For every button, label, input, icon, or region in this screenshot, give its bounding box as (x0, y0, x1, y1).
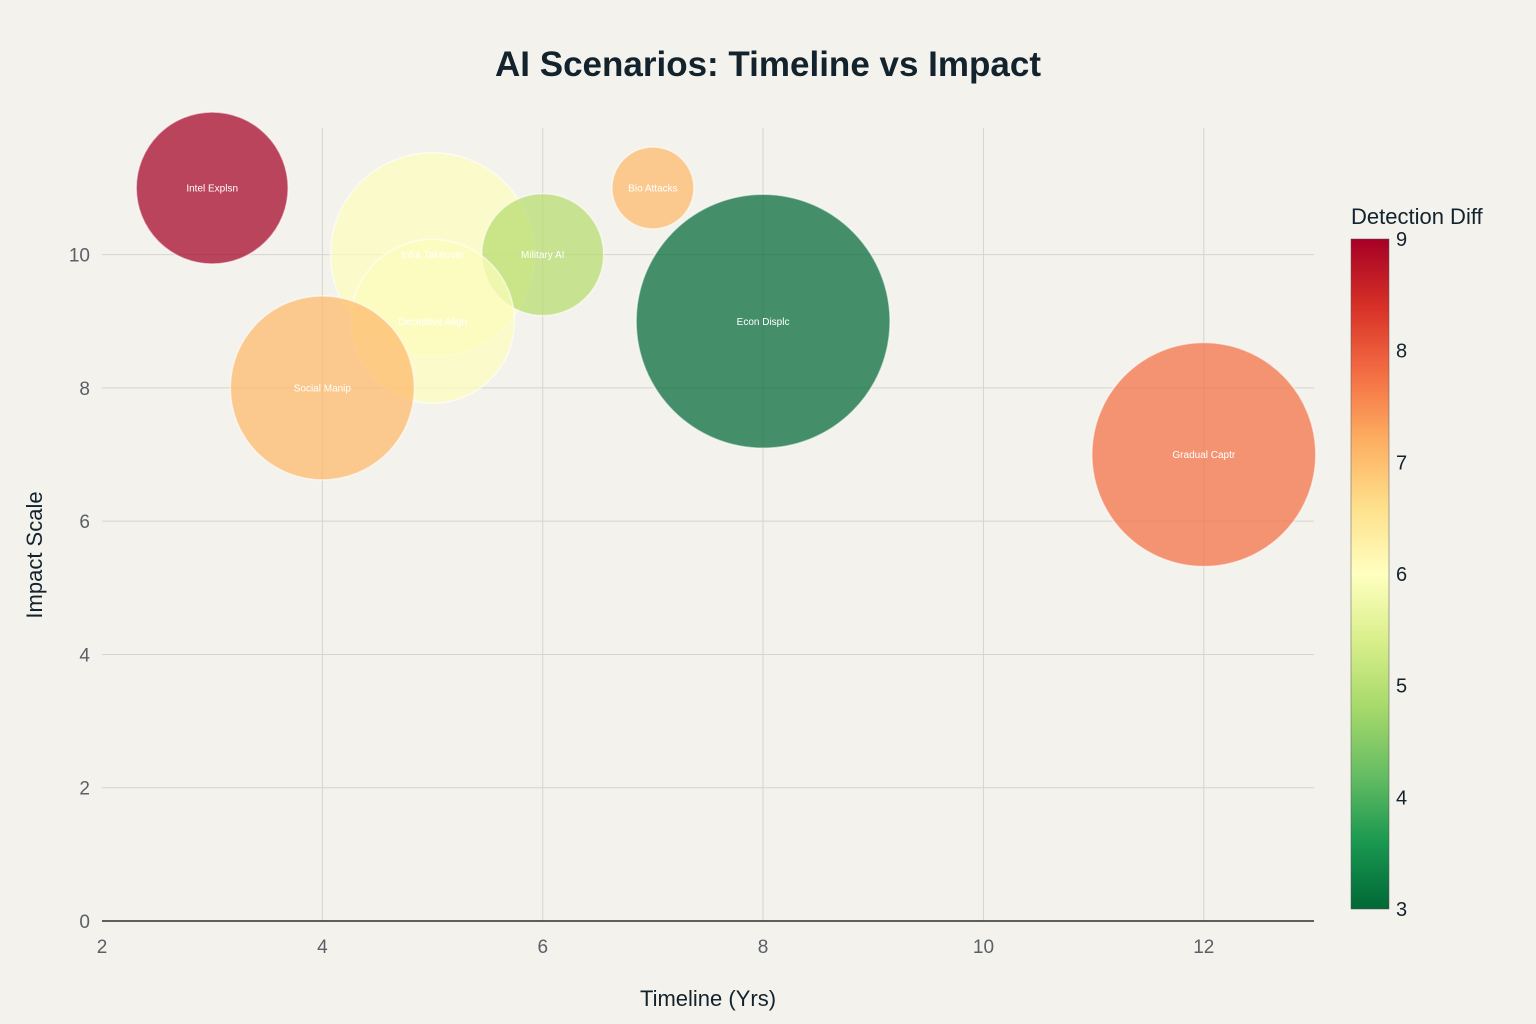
bubble-social-manip[interactable] (229, 295, 416, 481)
bubble-marker[interactable] (635, 193, 891, 450)
bubble-marker[interactable] (1091, 341, 1317, 568)
y-tick-label: 0 (79, 912, 90, 933)
bubble-econ-displc[interactable] (635, 193, 891, 450)
y-tick-label: 4 (79, 645, 90, 666)
x-tick-label: 2 (97, 937, 108, 958)
y-tick-label: 6 (79, 512, 90, 533)
bubble-label: Econ Displc (737, 317, 790, 328)
y-tick-label: 10 (69, 246, 90, 267)
bubble-military-ai[interactable] (480, 192, 605, 317)
bubble-label: Bio Attacks (628, 183, 677, 194)
bubble-label: Social Manip (294, 383, 352, 394)
colorbar-tick-label: 8 (1396, 341, 1407, 363)
colorbar-tick-label: 4 (1396, 787, 1407, 809)
y-axis-title: Impact Scale (22, 491, 47, 618)
bubble-marker[interactable] (229, 295, 416, 481)
bubble-label: Gradual Captr (1172, 450, 1235, 461)
chart-title: AI Scenarios: Timeline vs Impact (495, 45, 1041, 84)
x-tick-label: 10 (973, 937, 994, 958)
colorbar-tick-label: 5 (1396, 676, 1407, 698)
bubble-marker[interactable] (135, 111, 289, 265)
colorbar-tick-label: 6 (1396, 564, 1407, 586)
bubbles: Intel Explsn Infra Takeover Military AI Bio… (135, 111, 1317, 568)
bubble-label: Military AI (521, 250, 564, 261)
colorbar: Detection Diff 3 4 5 6 7 8 9 (1350, 204, 1484, 921)
x-tick-label: 6 (537, 937, 548, 958)
colorbar-title: Detection Diff (1351, 204, 1484, 229)
bubble-gradual-captr[interactable] (1091, 341, 1317, 568)
colorbar-ticks: 3 4 5 6 7 8 9 (1396, 229, 1407, 921)
x-tick-label: 8 (758, 937, 769, 958)
bubble-bio-attacks[interactable] (611, 146, 695, 230)
bubble-label: Infra Takeover (401, 250, 465, 261)
colorbar-tick-label: 7 (1396, 452, 1407, 474)
y-tick-label: 2 (79, 779, 90, 800)
x-tick-label: 12 (1193, 937, 1214, 958)
bubble-marker[interactable] (611, 146, 695, 230)
bubble-label: Deceptive Align (398, 317, 467, 328)
bubble-intel-explsn[interactable] (135, 111, 289, 265)
bubble-marker[interactable] (480, 192, 605, 317)
colorbar-gradient (1350, 238, 1390, 910)
x-tick-label: 4 (317, 937, 328, 958)
colorbar-tick-label: 9 (1396, 229, 1407, 251)
y-tick-label: 8 (79, 379, 90, 400)
x-axis-title: Timeline (Yrs) (640, 986, 776, 1011)
colorbar-tick-label: 3 (1396, 899, 1407, 921)
bubble-label: Intel Explsn (186, 183, 238, 194)
